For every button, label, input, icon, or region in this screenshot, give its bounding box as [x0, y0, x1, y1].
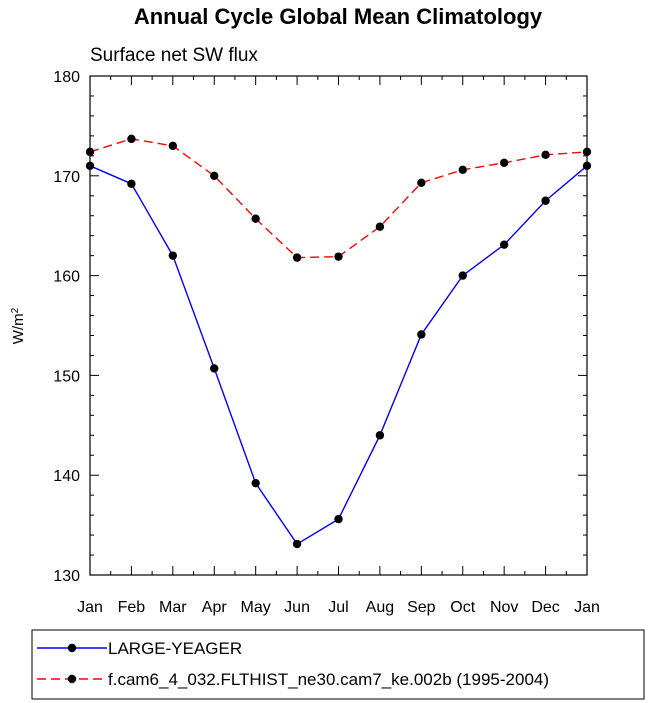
series-1-point — [210, 364, 219, 373]
x-tick-label: Jun — [284, 599, 310, 616]
axes: Jan Feb Mar Apr May Jun Jul Aug Sep Oct Nov Dec Jan 1… — [53, 69, 600, 616]
series-layer — [85, 134, 592, 549]
x-tick-label: Oct — [450, 599, 475, 616]
x-tick-label: Mar — [159, 599, 187, 616]
series-2-point — [375, 222, 385, 231]
y-axis-label-superscript: 2 — [10, 307, 21, 313]
chart-title: Annual Cycle Global Mean Climatology — [134, 4, 543, 29]
series-1-point — [417, 330, 426, 339]
y-tick-label: 130 — [53, 568, 80, 585]
series-1-point — [168, 251, 178, 260]
x-tick-label: Apr — [202, 599, 228, 616]
x-tick-label: May — [241, 599, 271, 616]
series-2-point — [582, 147, 592, 157]
x-tick-label: Sep — [407, 599, 436, 616]
series-2-point — [417, 178, 426, 187]
x-tick-label: Jan — [574, 599, 600, 616]
series-2-point — [168, 141, 178, 151]
x-tick-label: Feb — [118, 599, 146, 616]
series-1-point — [375, 431, 385, 440]
series-1-point — [127, 179, 136, 188]
series-1-point — [499, 240, 509, 249]
series-1-point — [251, 478, 260, 488]
series-2-point — [210, 171, 219, 180]
y-tick-label: 150 — [53, 368, 80, 385]
series-2-point — [85, 147, 95, 157]
legend-marker-1 — [67, 643, 77, 653]
y-tick-label: 180 — [53, 69, 80, 86]
series-1-point — [582, 161, 592, 171]
series-1-point — [85, 161, 95, 171]
legend-box — [31, 629, 645, 700]
x-tick-label: Nov — [490, 599, 518, 616]
x-tick-label: Jul — [328, 599, 348, 616]
y-axis-label: W/m2 — [10, 307, 28, 344]
series-2-point — [499, 158, 509, 168]
series-2-point — [127, 134, 136, 144]
series-2-point — [292, 253, 302, 262]
chart-subtitle: Surface net SW flux — [90, 45, 258, 66]
y-tick-label: 160 — [53, 269, 80, 286]
y-tick-label: 140 — [53, 468, 80, 485]
series-1-point — [292, 539, 302, 549]
x-tick-label: Aug — [366, 599, 394, 616]
legend-label-2: f.cam6_4_032.FLTHIST_ne30.cam7_ke.002b (… — [108, 670, 549, 689]
legend: LARGE-YEAGER f.cam6_4_032.FLTHIST_ne30.ca… — [37, 639, 549, 689]
series-1-point — [458, 271, 467, 280]
x-tick-label: Jan — [77, 599, 103, 616]
series-2-point — [251, 214, 260, 223]
series-1-point — [541, 196, 550, 205]
x-tick-label: Dec — [531, 599, 559, 616]
series-1-point — [334, 514, 343, 524]
series-2-point — [541, 150, 550, 160]
series-2-point — [334, 252, 343, 261]
y-tick-label: 170 — [53, 169, 80, 186]
plot-frame — [89, 75, 588, 576]
series-line-2 — [89, 138, 588, 259]
legend-label-1: LARGE-YEAGER — [108, 639, 242, 658]
series-line-1 — [89, 165, 588, 546]
legend-marker-2 — [67, 674, 77, 684]
y-axis-label-unit: W/m — [10, 313, 27, 344]
series-2-point — [458, 165, 467, 175]
